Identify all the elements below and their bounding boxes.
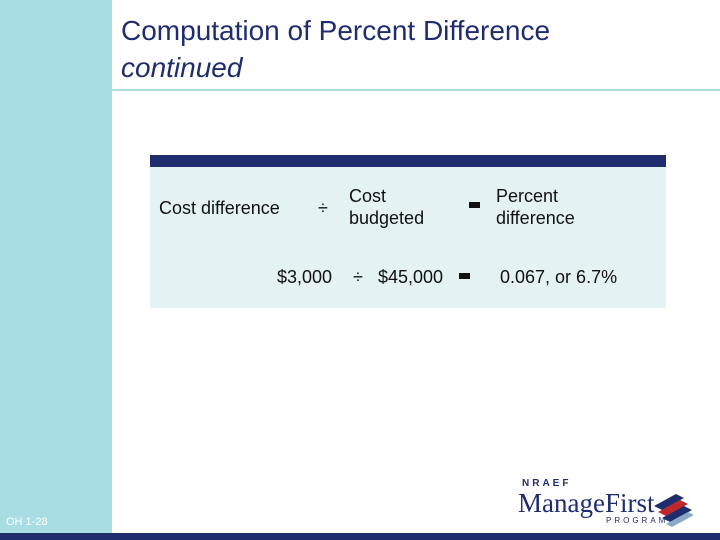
- footer-bar: [0, 533, 720, 540]
- example-result-value: 0.067, or 6.7%: [500, 267, 618, 287]
- example-cost-difference-value: $3,000: [277, 267, 333, 287]
- header-divider: [112, 89, 720, 91]
- left-sidebar: [0, 0, 112, 533]
- formula-result-percent: Percent: [496, 186, 559, 206]
- formula-term-budgeted: budgeted: [349, 208, 425, 228]
- logo-program-text: PROGRAM™: [606, 516, 680, 525]
- logo-org-text: NRAEF: [522, 478, 572, 489]
- logo-name-text: ManageFirst: [518, 488, 655, 518]
- example-divide-symbol: ÷: [353, 267, 363, 287]
- formula-result-difference: difference: [496, 208, 575, 228]
- example-equals-symbol: [459, 273, 470, 279]
- slide-number: OH 1-28: [6, 516, 48, 528]
- formula-divide-symbol: ÷: [318, 198, 328, 218]
- managefirst-logo: NRAEF ManageFirst PROGRAM™: [518, 478, 696, 528]
- formula-panel: [150, 155, 666, 308]
- logo-stripes-icon: [654, 494, 694, 527]
- formula-equals-symbol: [469, 202, 480, 208]
- formula-term-cost: Cost: [349, 186, 387, 206]
- slide-subtitle: continued: [121, 52, 243, 83]
- formula-panel-topbar: [150, 155, 666, 167]
- formula-term-cost-difference: Cost difference: [159, 198, 280, 218]
- example-budgeted-value: $45,000: [378, 267, 444, 287]
- slide-title: Computation of Percent Difference: [121, 15, 551, 46]
- slide-header: [112, 0, 720, 90]
